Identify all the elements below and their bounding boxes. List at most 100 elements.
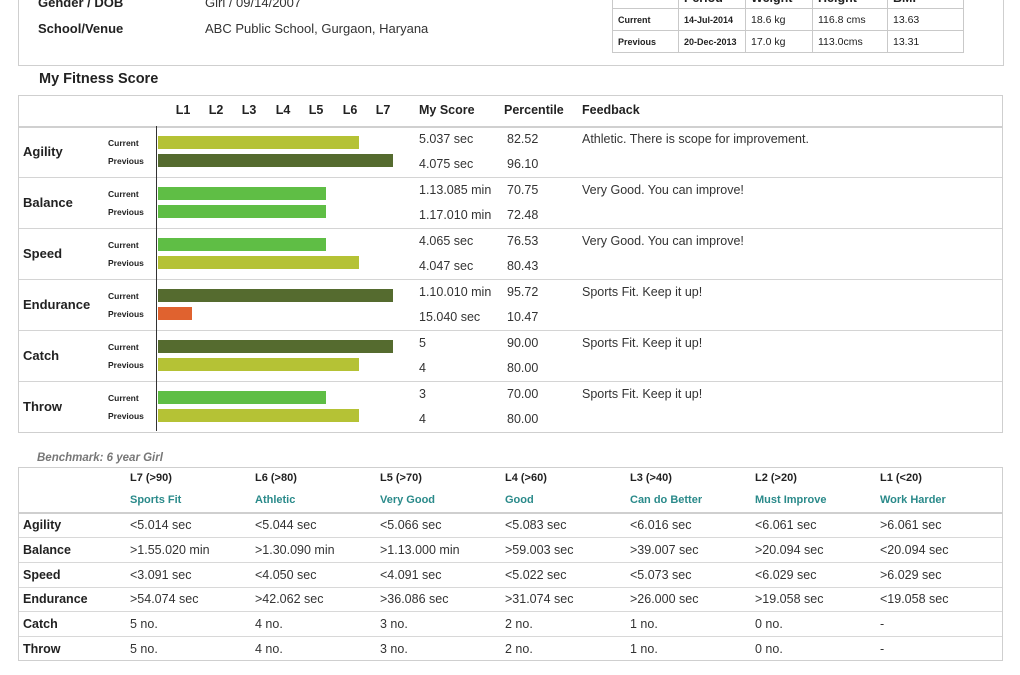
feedback-text: Very Good. You can improve! bbox=[582, 234, 744, 248]
previous-level-bar bbox=[158, 409, 359, 422]
previous-score: 15.040 sec bbox=[419, 310, 481, 324]
previous-label: Previous bbox=[108, 156, 144, 166]
previous-level-bar bbox=[158, 256, 359, 269]
measurements-header-bmi: BMI bbox=[887, 0, 964, 9]
current-percentile: 90.00 bbox=[507, 336, 539, 350]
benchmark-cell: <5.073 sec bbox=[630, 567, 692, 582]
score-row-throw: Throw Current Previous 3 4 70.00 80.00 Sports F… bbox=[19, 382, 1002, 433]
benchmark-cell: >26.000 sec bbox=[630, 592, 699, 607]
benchmark-cell: <5.066 sec bbox=[380, 518, 442, 532]
feedback-text: Sports Fit. Keep it up! bbox=[582, 336, 703, 350]
benchmark-row-name: Catch bbox=[23, 617, 58, 632]
measurement-height: 116.8 cms bbox=[812, 8, 888, 31]
previous-score: 4.075 sec bbox=[419, 157, 474, 171]
score-row-name: Endurance bbox=[23, 297, 91, 312]
score-row-name: Balance bbox=[23, 195, 73, 210]
score-row-name: Throw bbox=[23, 399, 62, 414]
measurement-weight: 17.0 kg bbox=[745, 30, 813, 53]
current-score: 4.065 sec bbox=[419, 234, 474, 248]
current-score: 5 bbox=[419, 336, 426, 350]
previous-level-bar bbox=[158, 358, 359, 371]
benchmark-cell: - bbox=[880, 617, 885, 632]
profile-panel bbox=[18, 0, 1004, 66]
benchmark-cell: >59.003 sec bbox=[505, 542, 574, 557]
current-score: 5.037 sec bbox=[419, 132, 474, 146]
previous-level-bar bbox=[158, 205, 326, 218]
previous-level-bar bbox=[158, 307, 192, 320]
benchmark-cell: >20.094 sec bbox=[755, 542, 824, 557]
current-percentile: 82.52 bbox=[507, 132, 539, 146]
benchmark-title: Benchmark: 6 year Girl bbox=[37, 452, 163, 464]
benchmark-cell: >31.074 sec bbox=[505, 592, 574, 607]
measurements-header-row: Period Weight Height BMI bbox=[612, 0, 964, 9]
level-header-l7: L7 bbox=[375, 103, 391, 117]
benchmark-cell: >6.061 sec bbox=[880, 518, 942, 532]
measurement-row-label: Previous bbox=[612, 30, 679, 53]
benchmark-level-header: L3 (>40) bbox=[630, 472, 672, 484]
previous-score: 4 bbox=[419, 412, 426, 426]
score-row-speed: Speed Current Previous 4.065 sec 4.047 sec 76… bbox=[19, 229, 1002, 280]
benchmark-category-header: Can do Better bbox=[630, 494, 703, 506]
benchmark-cell: <5.014 sec bbox=[130, 518, 192, 532]
level-header-l1: L1 bbox=[175, 103, 191, 117]
previous-percentile: 80.00 bbox=[507, 412, 539, 426]
gender-dob-value: Girl / 09/14/2007 bbox=[205, 0, 302, 10]
benchmark-cell: <5.044 sec bbox=[255, 518, 317, 532]
current-percentile: 76.53 bbox=[507, 234, 539, 248]
previous-level-bar bbox=[158, 154, 393, 167]
previous-label: Previous bbox=[108, 258, 144, 268]
benchmark-row-catch: Catch 5 no. 4 no. 3 no. 2 no. 1 no. 0 no. - bbox=[19, 612, 1002, 638]
venue-label: School/Venue bbox=[38, 21, 124, 36]
measurement-date: 20-Dec-2013 bbox=[678, 30, 746, 53]
previous-label: Previous bbox=[108, 360, 144, 370]
level-header-l6: L6 bbox=[342, 103, 358, 117]
benchmark-cell: >39.007 sec bbox=[630, 542, 699, 557]
previous-percentile: 80.00 bbox=[507, 361, 539, 375]
benchmark-row-name: Agility bbox=[23, 518, 62, 532]
level-header-l5: L5 bbox=[308, 103, 324, 117]
benchmark-cell: <19.058 sec bbox=[880, 592, 949, 607]
benchmark-category-header: Work Harder bbox=[880, 494, 946, 506]
level-header-l3: L3 bbox=[241, 103, 257, 117]
current-percentile: 70.75 bbox=[507, 183, 539, 197]
measurements-header-blank bbox=[612, 0, 679, 9]
benchmark-cell: <5.083 sec bbox=[505, 518, 567, 532]
measurements-header-period: Period bbox=[678, 0, 746, 9]
score-row-name: Speed bbox=[23, 246, 63, 261]
benchmark-cell: <6.029 sec bbox=[755, 567, 817, 582]
current-label: Current bbox=[108, 291, 139, 301]
score-row-agility: Agility Current Previous 5.037 sec 4.075 sec… bbox=[19, 127, 1002, 178]
measurement-bmi: 13.31 bbox=[887, 30, 964, 53]
current-level-bar bbox=[158, 187, 326, 200]
feedback-text: Very Good. You can improve! bbox=[582, 183, 744, 197]
venue-value: ABC Public School, Gurgaon, Haryana bbox=[205, 21, 429, 36]
feedback-text: Sports Fit. Keep it up! bbox=[582, 285, 703, 299]
previous-score: 1.17.010 min bbox=[419, 208, 492, 222]
benchmark-cell: 4 no. bbox=[255, 642, 283, 656]
current-score: 1.13.085 min bbox=[419, 183, 492, 197]
benchmark-category-header: Very Good bbox=[380, 494, 436, 506]
benchmark-cell: 4 no. bbox=[255, 617, 283, 632]
benchmark-cell: 3 no. bbox=[380, 642, 408, 656]
current-score: 3 bbox=[419, 387, 426, 401]
benchmark-cell: - bbox=[880, 642, 885, 656]
benchmark-cell: <4.091 sec bbox=[380, 567, 442, 582]
benchmark-cell: 1 no. bbox=[630, 642, 658, 656]
current-level-bar bbox=[158, 136, 359, 149]
measurements-row-current: Current 14-Jul-2014 18.6 kg 116.8 cms 13… bbox=[612, 8, 964, 31]
feedback-text: Athletic. There is scope for improvement… bbox=[582, 132, 809, 146]
previous-percentile: 96.10 bbox=[507, 157, 539, 171]
benchmark-row-name: Speed bbox=[23, 567, 61, 582]
previous-percentile: 80.43 bbox=[507, 259, 539, 273]
score-row-name: Agility bbox=[23, 144, 63, 159]
benchmark-cell: >36.086 sec bbox=[380, 592, 449, 607]
measurements-header-height: Height bbox=[812, 0, 888, 9]
benchmark-row-speed: Speed <3.091 sec <4.050 sec <4.091 sec <5.02… bbox=[19, 563, 1002, 588]
current-label: Current bbox=[108, 393, 139, 403]
percentile-header: Percentile bbox=[504, 103, 564, 117]
benchmark-cell: <5.022 sec bbox=[505, 567, 567, 582]
score-row-name: Catch bbox=[23, 348, 60, 363]
benchmark-row-endurance: Endurance >54.074 sec >42.062 sec >36.086 s… bbox=[19, 587, 1002, 613]
benchmark-cell: <4.050 sec bbox=[255, 567, 317, 582]
benchmark-row-name: Endurance bbox=[23, 592, 88, 607]
